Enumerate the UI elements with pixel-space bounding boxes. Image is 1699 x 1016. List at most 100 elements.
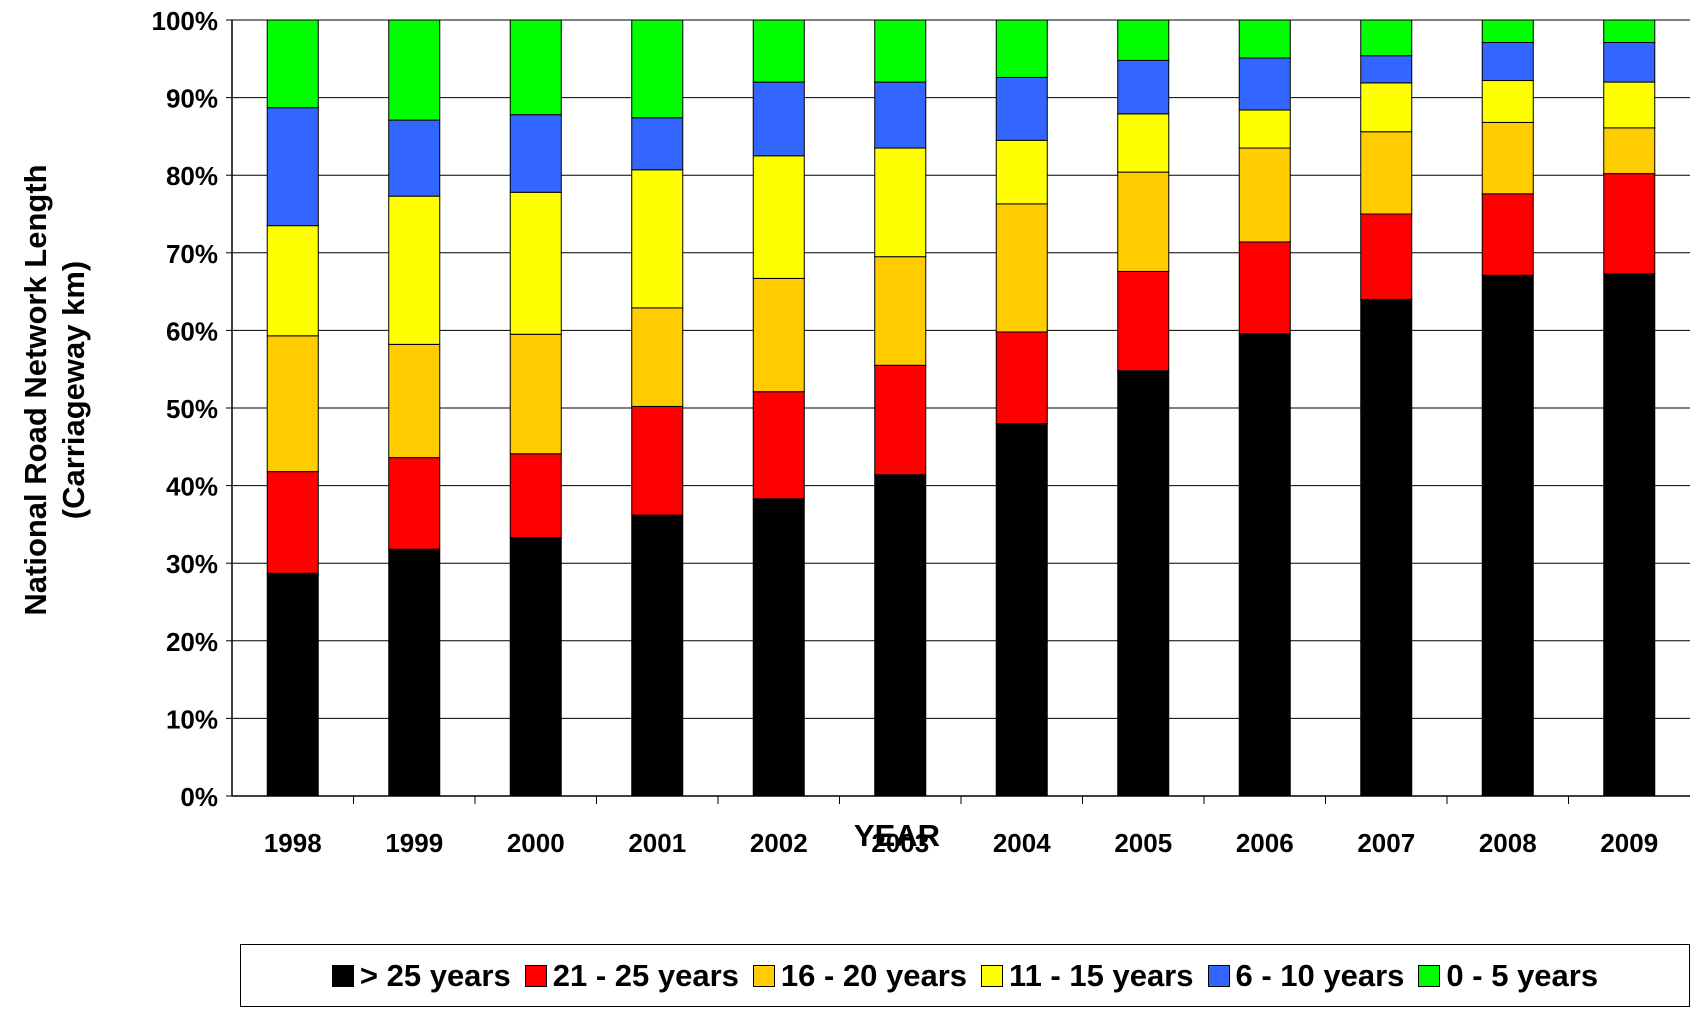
x-tick-label: 2005 [1114,828,1172,858]
x-tick-label: 1999 [385,828,443,858]
bar-segment [266,19,319,109]
bar-segment [266,471,319,574]
bar-segment [1481,274,1534,797]
bar-segment [874,256,927,366]
y-tick-label: 20% [166,627,218,657]
x-tick-label: 2004 [993,828,1051,858]
bar-segment [752,391,805,500]
axes: 0% 10% 20% 30% 40% 50% 60% 70% 80% 90% 100% 1998 199… [152,6,1690,858]
bar-segment [509,453,562,539]
bar-segment [631,307,684,407]
legend-label: 6 - 10 years [1235,957,1405,993]
y-tick-label: 80% [166,161,218,191]
bar-segment [1117,59,1170,115]
bar-segment [874,474,927,797]
x-tick-label: 2006 [1236,828,1294,858]
bar-segment [631,19,684,119]
bar-segment [1603,273,1656,797]
bar-segment [874,81,927,149]
legend-swatch [1418,964,1441,987]
y-tick-label: 10% [166,704,218,734]
legend-swatch [1207,964,1230,987]
bar-segment [1117,19,1170,61]
bar-segment [388,457,441,550]
bar-segment [1481,42,1534,82]
legend-item: > 25 years [331,957,511,994]
bar-segment [388,195,441,345]
x-tick-label: 2008 [1479,828,1537,858]
bar-segment [509,114,562,193]
y-tick-label: 40% [166,472,218,502]
bar-segment [388,19,441,121]
legend-item: 11 - 15 years [981,958,1194,994]
bar-segment [874,364,927,476]
bar-segment [995,139,1048,205]
bar-segment [1238,333,1291,797]
legend: > 25 years 21 - 25 years 16 - 20 years 11 -… [240,944,1690,1007]
y-tick-label: 50% [166,394,218,424]
bar-segment [1117,270,1170,372]
bar-stacks [266,19,1656,797]
legend-swatch [524,964,547,987]
x-axis-title: YEAR [854,818,940,853]
bar-segment [874,147,927,258]
bar-segment [995,423,1048,797]
bar-segment [1603,42,1656,83]
x-tick-label: 2000 [507,828,565,858]
bar-segment [995,203,1048,333]
bar-segment [1603,81,1656,129]
bar-segment [1481,121,1534,195]
y-axis-title-line1: National Road Network Length [18,164,53,615]
bar-segment [1481,193,1534,276]
y-tick-label: 60% [166,316,218,346]
bar-segment [1360,213,1413,300]
gridlines [232,19,1690,719]
x-tick-label: 1998 [264,828,322,858]
bar-segment [631,169,684,309]
bar-segment [266,572,319,797]
bar-segment [995,19,1048,78]
legend-item: 16 - 20 years [752,957,968,994]
bar-segment [995,76,1048,141]
bar-segment [752,19,805,83]
chart-plot: 0% 10% 20% 30% 40% 50% 60% 70% 80% 90% 100% 1998 199… [18,6,1690,858]
x-tick-label: 2001 [628,828,686,858]
bar-segment [752,81,805,157]
legend-label: > 25 years [359,957,511,993]
bar-segment [1360,131,1413,215]
x-tick-label: 2007 [1357,828,1415,858]
bar-segment [631,514,684,797]
bar-segment [1360,55,1413,84]
bar-segment [1238,147,1291,243]
bar-segment [752,277,805,393]
bar-segment [1117,171,1170,272]
legend-item: 6 - 10 years [1207,957,1405,994]
x-tick-label: 2002 [750,828,808,858]
bar-segment [995,331,1048,425]
legend-label: 21 - 25 years [552,957,739,993]
legend-swatch [752,964,775,987]
y-axis-title-line2: (Carriageway km) [56,261,91,519]
bar-segment [1603,19,1656,44]
legend-label: 16 - 20 years [780,957,968,993]
bar-segment [1481,80,1534,123]
bar-segment [1238,57,1291,111]
legend-item: 0 - 5 years [1418,958,1598,994]
x-tick-label: 2009 [1600,828,1658,858]
y-tick-label: 100% [152,6,219,36]
bar-segment [266,107,319,227]
y-tick-label: 70% [166,239,218,269]
bar-segment [631,405,684,516]
bar-segment [752,155,805,279]
bar-segment [1603,173,1656,275]
bar-segment [509,333,562,455]
bar-segment [1360,298,1413,797]
legend-swatch [331,964,354,987]
bar-segment [1238,19,1291,59]
legend-swatch [981,964,1004,987]
bar-segment [1360,82,1413,133]
bar-segment [266,335,319,473]
legend-label: 0 - 5 years [1446,957,1599,993]
bar-segment [509,191,562,335]
